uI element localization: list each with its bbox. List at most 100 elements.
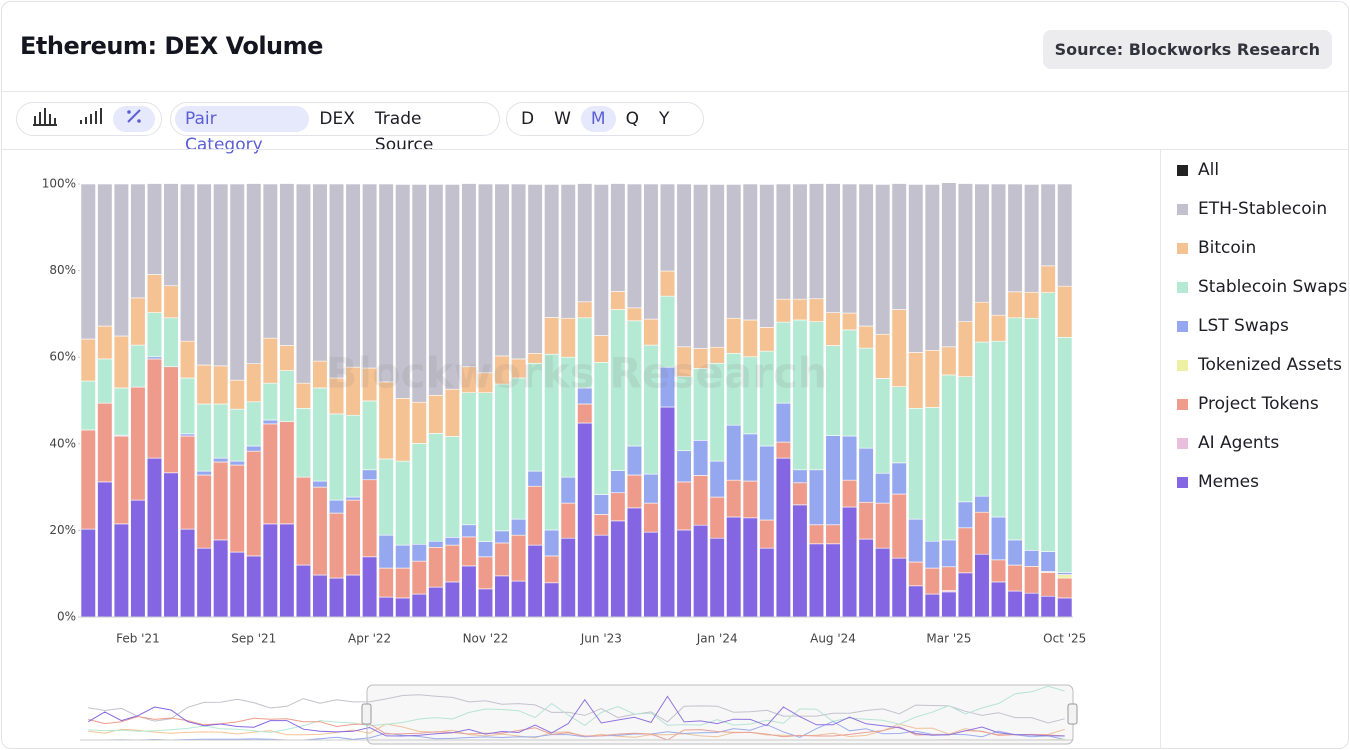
x-tick-label: Aug '24	[810, 632, 856, 646]
legend-item[interactable]: Stablecoin Swaps	[1177, 277, 1347, 297]
bar-segment	[428, 433, 444, 542]
bar-segment	[179, 377, 196, 435]
legend-item[interactable]: Memes	[1177, 472, 1259, 492]
x-tick-label: Sep '21	[231, 632, 276, 646]
bar-segment	[80, 429, 96, 530]
bar-segment	[775, 441, 791, 459]
bar-segment	[411, 401, 427, 444]
bar-segment	[510, 183, 527, 360]
bar-segment	[544, 555, 560, 584]
bar-segment	[146, 183, 163, 275]
interval-button[interactable]: M	[580, 106, 616, 132]
legend-label: Tokenized Assets	[1198, 355, 1342, 375]
bar-segment	[345, 574, 361, 618]
bar-segment	[693, 184, 709, 349]
bar-segment	[974, 495, 990, 513]
bar-segment	[146, 274, 163, 313]
bar-segment	[990, 340, 1007, 518]
source-button[interactable]: Source: Blockworks Research	[1042, 30, 1332, 69]
interval-button[interactable]: Q	[625, 109, 639, 129]
grouping-button[interactable]: DEX	[319, 109, 355, 129]
bar-segment	[80, 338, 96, 382]
y-tick-label: 40%	[49, 436, 76, 450]
bar-segment	[279, 421, 295, 525]
grouping-button[interactable]: Trade Source	[374, 109, 434, 155]
bar-segment	[775, 457, 791, 618]
bar-segment	[130, 386, 146, 501]
bar-segment	[312, 387, 328, 482]
bar-segment	[841, 479, 858, 508]
bar-segment	[97, 402, 113, 483]
mode-percent-button[interactable]	[113, 106, 155, 132]
bar-segment	[808, 469, 825, 526]
bar-segment	[941, 346, 957, 376]
bar-segment	[858, 447, 874, 503]
bar-segment	[841, 183, 858, 314]
bar-segment	[726, 424, 742, 481]
navigator-line	[88, 715, 1065, 741]
bar-segment	[229, 379, 245, 410]
bar-segment	[1007, 291, 1023, 319]
bar-segment	[643, 502, 659, 533]
bar-segment	[742, 517, 758, 618]
bar-segment	[990, 559, 1007, 583]
bar-segment	[494, 383, 510, 532]
bar-segment	[808, 298, 825, 322]
interval-button[interactable]: Y	[658, 109, 670, 129]
bar-segment	[742, 480, 758, 519]
bar-segment	[643, 531, 659, 618]
legend-swatch	[1177, 203, 1188, 215]
bar-segment	[328, 499, 345, 514]
legend-item[interactable]: Project Tokens	[1177, 394, 1319, 414]
x-tick-label: Jan '24	[696, 632, 738, 646]
bar-segment	[676, 183, 692, 348]
legend-item[interactable]: LST Swaps	[1177, 316, 1289, 336]
bar-segment	[841, 329, 858, 437]
bar-segment	[1057, 336, 1073, 573]
bar-segment	[444, 537, 460, 546]
bar-segment	[974, 301, 990, 343]
interval-button[interactable]: D	[521, 109, 535, 129]
bar-segment	[510, 518, 527, 536]
legend-item[interactable]: ETH-Stablecoin	[1177, 199, 1327, 219]
bar-segment	[510, 377, 527, 520]
bar-segment	[643, 183, 659, 320]
legend-item[interactable]: Bitcoin	[1177, 238, 1256, 258]
bar-segment	[113, 435, 129, 525]
bar-segment	[908, 518, 924, 563]
bar-segment	[1024, 291, 1040, 319]
interval-button[interactable]: W	[554, 109, 571, 129]
bar-segment	[924, 540, 940, 569]
bar-segment	[593, 514, 609, 536]
bar-segment	[213, 403, 229, 459]
bar-segment	[858, 183, 874, 327]
bar-segment	[875, 547, 891, 618]
grouping-button[interactable]: Pair Category	[175, 106, 310, 155]
y-tick-label: 100%	[42, 177, 76, 191]
bar-segment	[1024, 184, 1040, 293]
bar-segment	[974, 183, 990, 303]
legend-item[interactable]: Tokenized Assets	[1177, 355, 1342, 375]
bar-segment	[461, 392, 477, 526]
bar-segment	[213, 539, 229, 618]
bar-segment	[146, 457, 163, 618]
divider	[2, 149, 1348, 150]
bar-segment	[97, 325, 113, 360]
mode-stack-button[interactable]	[67, 106, 113, 132]
bar-segment	[1040, 265, 1056, 293]
bar-segment	[163, 366, 179, 474]
bar-segment	[113, 387, 129, 436]
bar-segment	[974, 511, 990, 555]
bar-segment	[726, 479, 742, 518]
bar-segment	[130, 344, 146, 388]
legend-item[interactable]: AI Agents	[1177, 433, 1279, 453]
navigator-window[interactable]	[366, 684, 1074, 745]
legend-item[interactable]: All	[1177, 160, 1219, 180]
bar-segment	[544, 529, 560, 557]
legend-swatch	[1177, 359, 1188, 371]
bar-segment	[395, 184, 411, 399]
page-title: Ethereum: DEX Volume	[20, 32, 323, 60]
bar-segment	[345, 414, 361, 498]
bar-segment	[378, 567, 394, 598]
mode-bar-button[interactable]	[21, 106, 67, 132]
